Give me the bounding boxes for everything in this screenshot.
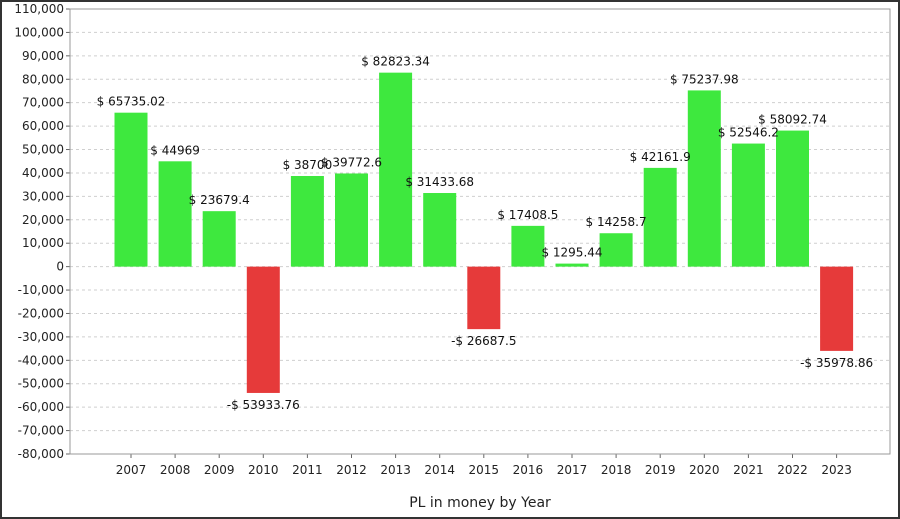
- x-tick-label-2007: 2007: [116, 463, 147, 477]
- x-tick-label-2015: 2015: [469, 463, 500, 477]
- x-tick-label-2022: 2022: [777, 463, 808, 477]
- y-tick-label: 100,000: [14, 25, 64, 39]
- bar-2023: [820, 266, 854, 351]
- data-label-2020: $ 75237.98: [670, 72, 739, 86]
- data-label-2019: $ 42161.9: [630, 150, 691, 164]
- x-axis-title: PL in money by Year: [409, 495, 551, 511]
- bar-2019: [643, 167, 677, 267]
- y-axis-ticks: -80,000 -70,000 -60,000 -50,000 -40,000 -30,0…: [14, 2, 70, 461]
- bar-2007: [114, 112, 148, 267]
- data-label-2015: -$ 26687.5: [451, 334, 516, 348]
- y-tick-label: 90,000: [22, 49, 64, 63]
- y-tick-label: 40,000: [22, 166, 64, 180]
- y-tick-label: 70,000: [22, 96, 64, 110]
- bar-2013: [379, 72, 413, 267]
- bar-2012: [335, 173, 368, 267]
- y-tick-label: -80,000: [18, 447, 64, 461]
- x-tick-label-2017: 2017: [557, 463, 588, 477]
- y-tick-label: 80,000: [22, 72, 64, 86]
- data-label-2023: -$ 35978.86: [800, 356, 873, 370]
- gridlines: [70, 8, 890, 455]
- x-tick-label-2020: 2020: [689, 463, 720, 477]
- bar-2008: [158, 161, 192, 267]
- y-tick-label: 60,000: [22, 119, 64, 133]
- bar-2014: [423, 193, 457, 267]
- x-tick-label-2012: 2012: [336, 463, 367, 477]
- x-tick-label-2019: 2019: [645, 463, 676, 477]
- y-tick-label: -50,000: [18, 377, 64, 391]
- y-tick-label: 10,000: [22, 236, 64, 250]
- plot-area: [69, 8, 891, 455]
- y-tick-label: -70,000: [18, 424, 64, 438]
- bar-2011: [290, 175, 324, 267]
- y-tick-label: -30,000: [18, 330, 64, 344]
- y-tick-label: 0: [56, 260, 64, 274]
- data-label-2007: $ 65735.02: [97, 95, 166, 109]
- data-label-2012: $ 39772.6: [321, 155, 382, 169]
- bar-2017: [555, 263, 589, 267]
- bar-2018: [599, 233, 633, 267]
- bar-2021: [731, 143, 765, 267]
- bar-2022: [776, 130, 809, 267]
- x-axis-ticks: 2007 2008 2009 2010 2011 2012 2013 2014 2015 2016…: [116, 454, 852, 477]
- x-tick-label-2011: 2011: [292, 463, 323, 477]
- data-label-2021: $ 52546.2: [718, 126, 779, 140]
- x-tick-label-2023: 2023: [821, 463, 852, 477]
- bar-2015: [467, 266, 501, 330]
- y-tick-label: 110,000: [14, 2, 64, 16]
- data-label-2022: $ 58092.74: [758, 113, 827, 127]
- data-label-2017: $ 1295.44: [541, 246, 602, 260]
- bars: [114, 72, 854, 393]
- x-tick-label-2009: 2009: [204, 463, 235, 477]
- y-tick-label: -60,000: [18, 400, 64, 414]
- data-labels: $ 65735.02 $ 44969 $ 23679.4 -$ 53933.76 $ 3…: [97, 55, 873, 412]
- x-tick-label-2016: 2016: [513, 463, 544, 477]
- bar-2009: [202, 211, 236, 267]
- data-label-2016: $ 17408.5: [497, 208, 558, 222]
- x-tick-label-2010: 2010: [248, 463, 279, 477]
- y-tick-label: -40,000: [18, 353, 64, 367]
- y-tick-label: 30,000: [22, 189, 64, 203]
- x-tick-label-2021: 2021: [733, 463, 764, 477]
- x-tick-label-2013: 2013: [380, 463, 411, 477]
- data-label-2014: $ 31433.68: [405, 175, 474, 189]
- x-tick-label-2018: 2018: [601, 463, 632, 477]
- x-tick-label-2014: 2014: [424, 463, 455, 477]
- bar-2020: [687, 90, 721, 267]
- y-tick-label: -20,000: [18, 306, 64, 320]
- data-label-2010: -$ 53933.76: [227, 398, 300, 412]
- data-label-2009: $ 23679.4: [189, 193, 250, 207]
- y-tick-label: -10,000: [18, 283, 64, 297]
- data-label-2008: $ 44969: [150, 143, 200, 157]
- data-label-2011: $ 38700: [283, 158, 333, 172]
- y-tick-label: 50,000: [22, 143, 64, 157]
- bar-2016: [511, 225, 545, 267]
- data-label-2018: $ 14258.7: [586, 215, 647, 229]
- bar-2010: [246, 266, 280, 393]
- y-tick-label: 20,000: [22, 213, 64, 227]
- data-label-2013: $ 82823.34: [361, 55, 430, 69]
- x-tick-label-2008: 2008: [160, 463, 191, 477]
